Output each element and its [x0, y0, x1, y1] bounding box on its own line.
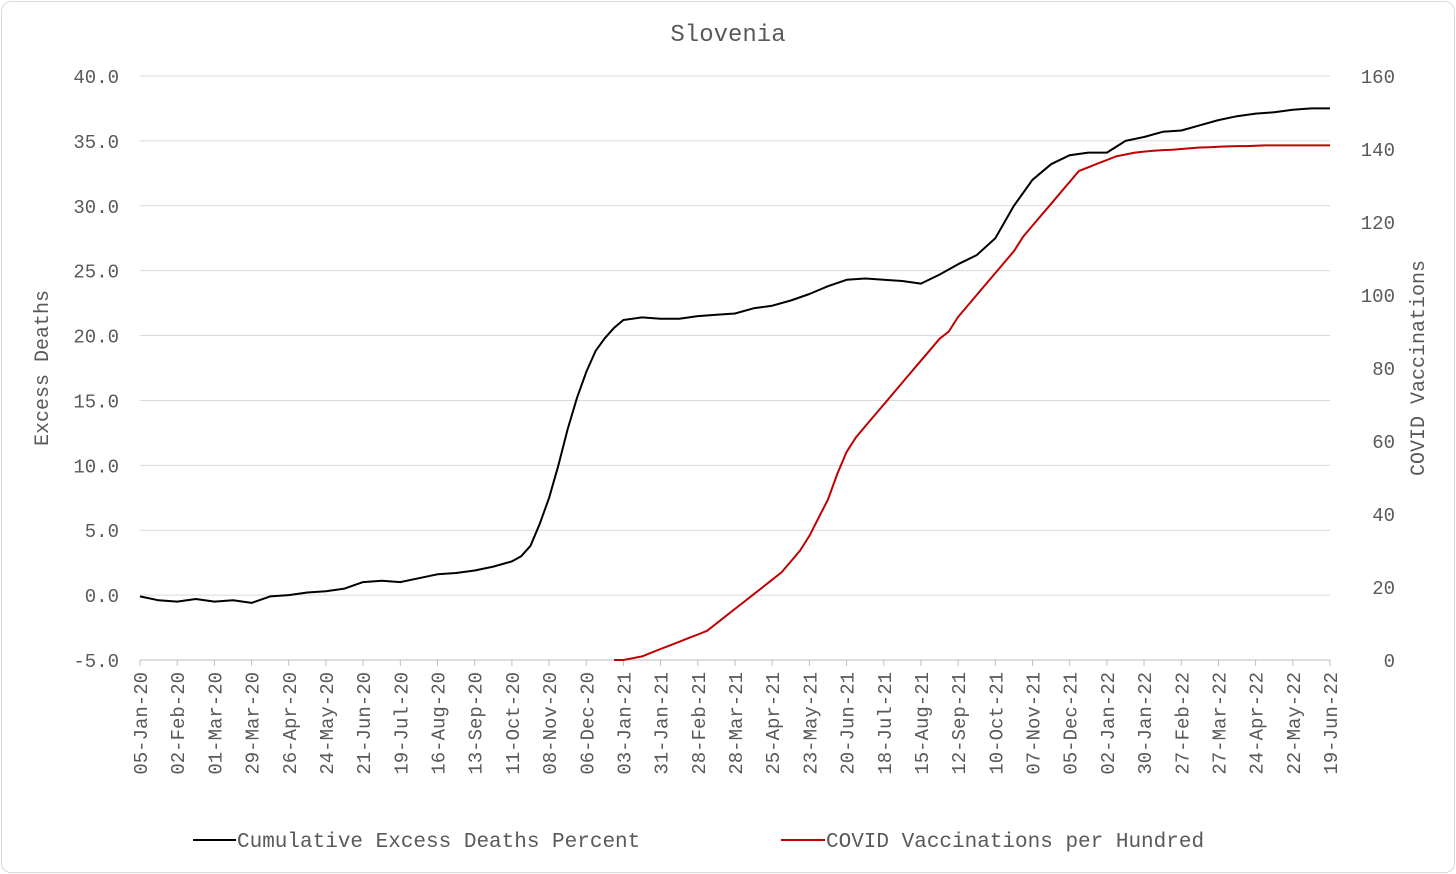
x-tick-label: 06-Dec-20: [577, 672, 599, 775]
y2-tick-label: 20: [1372, 578, 1395, 600]
x-tick-label: 22-May-22: [1284, 672, 1306, 775]
chart-title: Slovenia: [670, 22, 785, 49]
y-tick-label: -5.0: [73, 651, 119, 673]
series-line-excess-deaths: [139, 107, 1330, 604]
y-axis-label: Excess Deaths: [32, 290, 55, 446]
x-tick-label: 08-Nov-20: [540, 672, 562, 775]
series-line-vaccinations: [614, 144, 1330, 661]
legend-label-vaccinations: COVID Vaccinations per Hundred: [826, 831, 1204, 854]
y2-tick-label: 40: [1372, 505, 1395, 527]
x-tick-label: 21-Jun-20: [354, 672, 376, 775]
x-tick-label: 01-Mar-20: [205, 672, 227, 775]
series-lines: [139, 107, 1330, 661]
y-tick-label: 25.0: [73, 262, 119, 284]
y2-tick-label: 0: [1384, 651, 1395, 673]
x-tick-label: 19-Jun-22: [1321, 672, 1343, 775]
x-tick-label: 26-Apr-20: [280, 672, 302, 775]
x-tick-label: 05-Jan-20: [131, 672, 153, 775]
x-tick-label: 10-Oct-21: [986, 672, 1008, 775]
y-tick-label: 0.0: [85, 586, 119, 608]
x-tick-label: 13-Sep-20: [466, 672, 488, 775]
y-tick-label: 5.0: [85, 521, 119, 543]
x-tick-label: 23-May-21: [800, 672, 822, 775]
x-tick-label: 20-Jun-21: [838, 672, 860, 775]
y2-tick-label: 120: [1361, 213, 1395, 235]
y2-tick-label: 60: [1372, 432, 1395, 454]
x-tick-label: 25-Apr-21: [763, 672, 785, 775]
x-tick-label: 28-Feb-21: [689, 672, 711, 775]
y-tick-label: 35.0: [73, 132, 119, 154]
x-tick-label: 05-Dec-21: [1061, 672, 1083, 775]
x-tick-label: 02-Feb-20: [168, 672, 190, 775]
x-tick-label: 27-Feb-22: [1172, 672, 1194, 775]
x-tick-label: 11-Oct-20: [503, 672, 525, 775]
x-axis: 05-Jan-20 02-Feb-20 01-Mar-20 29-Mar-20 26-A…: [131, 660, 1343, 775]
y2-axis-label: COVID Vaccinations: [1408, 260, 1431, 476]
y-tick-label: 30.0: [73, 197, 119, 219]
y-tick-label: 15.0: [73, 391, 119, 413]
y2-tick-label: 140: [1361, 140, 1395, 162]
x-tick-label: 27-Mar-22: [1209, 672, 1231, 775]
legend: Cumulative Excess Deaths Percent COVID V…: [193, 831, 1204, 854]
x-tick-label: 16-Aug-20: [429, 672, 451, 775]
y-tick-label: 10.0: [73, 456, 119, 478]
y2-tick-label: 100: [1361, 286, 1395, 308]
y-axis-ticks: 40.0 35.0 30.0 25.0 20.0 15.0 10.0 5.0 0.0 -5.0: [73, 67, 119, 673]
y-tick-label: 20.0: [73, 327, 119, 349]
x-tick-label: 07-Nov-21: [1024, 672, 1046, 775]
y2-axis-ticks: 160 140 120 100 80 60 40 20 0: [1361, 67, 1395, 673]
x-tick-label: 15-Aug-21: [912, 672, 934, 775]
x-tick-label: 30-Jan-22: [1135, 672, 1157, 775]
x-tick-label: 24-Apr-22: [1247, 672, 1269, 775]
legend-label-excess-deaths: Cumulative Excess Deaths Percent: [237, 831, 640, 854]
x-tick-label: 31-Jan-21: [652, 672, 674, 775]
x-tick-label: 19-Jul-20: [391, 672, 413, 775]
x-tick-label: 03-Jan-21: [614, 672, 636, 775]
y2-tick-label: 160: [1361, 67, 1395, 89]
x-tick-label: 24-May-20: [317, 672, 339, 775]
x-tick-label: 28-Mar-21: [726, 672, 748, 775]
y-tick-label: 40.0: [73, 67, 119, 89]
x-tick-label: 12-Sep-21: [949, 672, 971, 775]
x-tick-label: 18-Jul-21: [875, 672, 897, 775]
gridlines: [140, 75, 1330, 661]
y2-tick-label: 80: [1372, 359, 1395, 381]
x-tick-label: 29-Mar-20: [243, 672, 265, 775]
x-tick-label: 02-Jan-22: [1098, 672, 1120, 775]
